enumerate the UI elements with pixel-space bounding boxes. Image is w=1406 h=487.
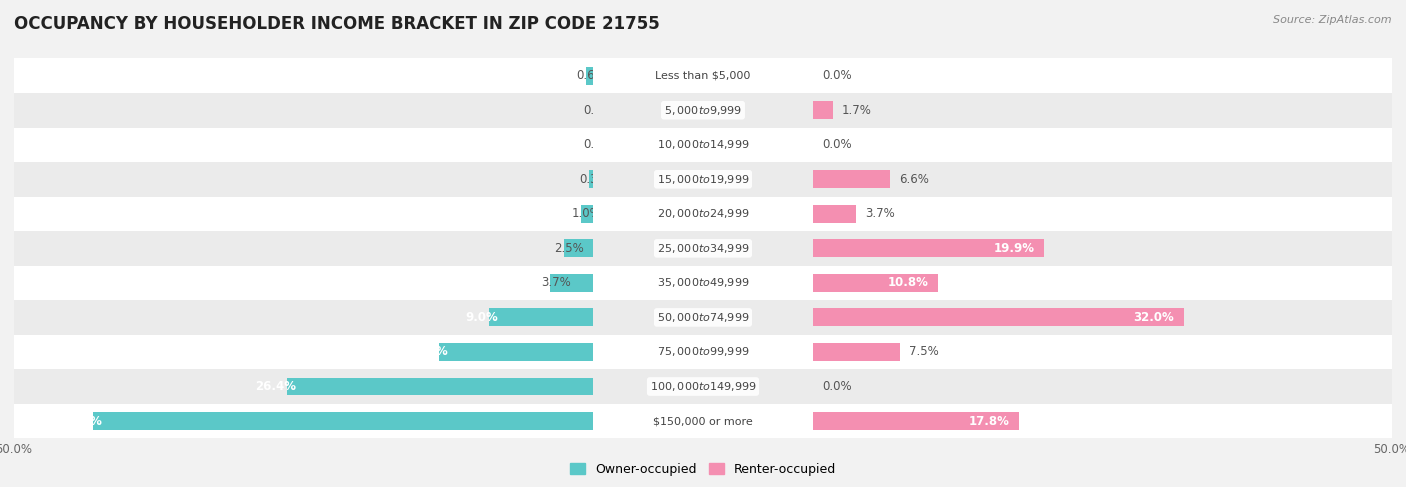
Bar: [813, 58, 1392, 93]
Bar: [813, 128, 1392, 162]
Text: Source: ZipAtlas.com: Source: ZipAtlas.com: [1274, 15, 1392, 25]
Text: 43.2%: 43.2%: [60, 414, 103, 428]
Bar: [14, 197, 593, 231]
Bar: [14, 335, 593, 369]
Text: 9.0%: 9.0%: [465, 311, 498, 324]
Bar: [813, 265, 1392, 300]
Text: 17.8%: 17.8%: [969, 414, 1010, 428]
Text: 0.0%: 0.0%: [823, 138, 852, 151]
Bar: [593, 231, 813, 265]
Bar: [564, 240, 593, 257]
Text: 1.0%: 1.0%: [572, 207, 602, 220]
Bar: [813, 205, 856, 223]
Bar: [14, 93, 593, 128]
Bar: [813, 404, 1392, 438]
Bar: [813, 101, 832, 119]
Bar: [14, 128, 593, 162]
Bar: [593, 404, 813, 438]
Text: 0.0%: 0.0%: [823, 69, 852, 82]
Bar: [93, 412, 593, 430]
Bar: [813, 274, 938, 292]
Bar: [813, 369, 1392, 404]
Bar: [14, 231, 593, 265]
Bar: [593, 162, 813, 197]
Text: 0.0%: 0.0%: [583, 104, 613, 117]
Bar: [550, 274, 593, 292]
Bar: [813, 231, 1392, 265]
Bar: [593, 265, 813, 300]
Bar: [813, 170, 890, 188]
Text: 32.0%: 32.0%: [1133, 311, 1174, 324]
Text: 13.3%: 13.3%: [408, 345, 449, 358]
Bar: [14, 265, 593, 300]
Text: 6.6%: 6.6%: [898, 173, 929, 186]
Text: 0.0%: 0.0%: [583, 138, 613, 151]
Text: 19.9%: 19.9%: [993, 242, 1035, 255]
Bar: [593, 300, 813, 335]
Text: $35,000 to $49,999: $35,000 to $49,999: [657, 277, 749, 289]
Bar: [14, 58, 593, 93]
Bar: [813, 335, 1392, 369]
Bar: [287, 377, 593, 395]
Text: $75,000 to $99,999: $75,000 to $99,999: [657, 345, 749, 358]
Text: 2.5%: 2.5%: [554, 242, 585, 255]
Legend: Owner-occupied, Renter-occupied: Owner-occupied, Renter-occupied: [565, 458, 841, 481]
Bar: [14, 404, 593, 438]
Bar: [589, 170, 593, 188]
Bar: [813, 240, 1043, 257]
Bar: [813, 412, 1019, 430]
Bar: [813, 300, 1392, 335]
Bar: [813, 343, 900, 361]
Text: $20,000 to $24,999: $20,000 to $24,999: [657, 207, 749, 220]
Bar: [593, 128, 813, 162]
Bar: [593, 197, 813, 231]
Text: $25,000 to $34,999: $25,000 to $34,999: [657, 242, 749, 255]
Text: 7.5%: 7.5%: [910, 345, 939, 358]
Text: $150,000 or more: $150,000 or more: [654, 416, 752, 426]
Text: $100,000 to $149,999: $100,000 to $149,999: [650, 380, 756, 393]
Text: 3.7%: 3.7%: [865, 207, 896, 220]
Text: Less than $5,000: Less than $5,000: [655, 71, 751, 81]
Text: 26.4%: 26.4%: [256, 380, 297, 393]
Text: 10.8%: 10.8%: [889, 277, 929, 289]
Text: 3.7%: 3.7%: [541, 277, 571, 289]
Text: $50,000 to $74,999: $50,000 to $74,999: [657, 311, 749, 324]
Bar: [585, 67, 593, 85]
Bar: [14, 162, 593, 197]
Bar: [813, 308, 1184, 326]
Bar: [593, 369, 813, 404]
Bar: [14, 300, 593, 335]
Bar: [813, 197, 1392, 231]
Bar: [813, 162, 1392, 197]
Bar: [581, 205, 593, 223]
Bar: [593, 93, 813, 128]
Bar: [813, 93, 1392, 128]
Bar: [593, 58, 813, 93]
Bar: [439, 343, 593, 361]
Bar: [593, 335, 813, 369]
Bar: [489, 308, 593, 326]
Text: OCCUPANCY BY HOUSEHOLDER INCOME BRACKET IN ZIP CODE 21755: OCCUPANCY BY HOUSEHOLDER INCOME BRACKET …: [14, 15, 659, 33]
Text: $15,000 to $19,999: $15,000 to $19,999: [657, 173, 749, 186]
Text: 0.0%: 0.0%: [823, 380, 852, 393]
Text: 0.62%: 0.62%: [576, 69, 613, 82]
Bar: [14, 369, 593, 404]
Text: 0.34%: 0.34%: [579, 173, 617, 186]
Text: 1.7%: 1.7%: [842, 104, 872, 117]
Text: $5,000 to $9,999: $5,000 to $9,999: [664, 104, 742, 117]
Text: $10,000 to $14,999: $10,000 to $14,999: [657, 138, 749, 151]
